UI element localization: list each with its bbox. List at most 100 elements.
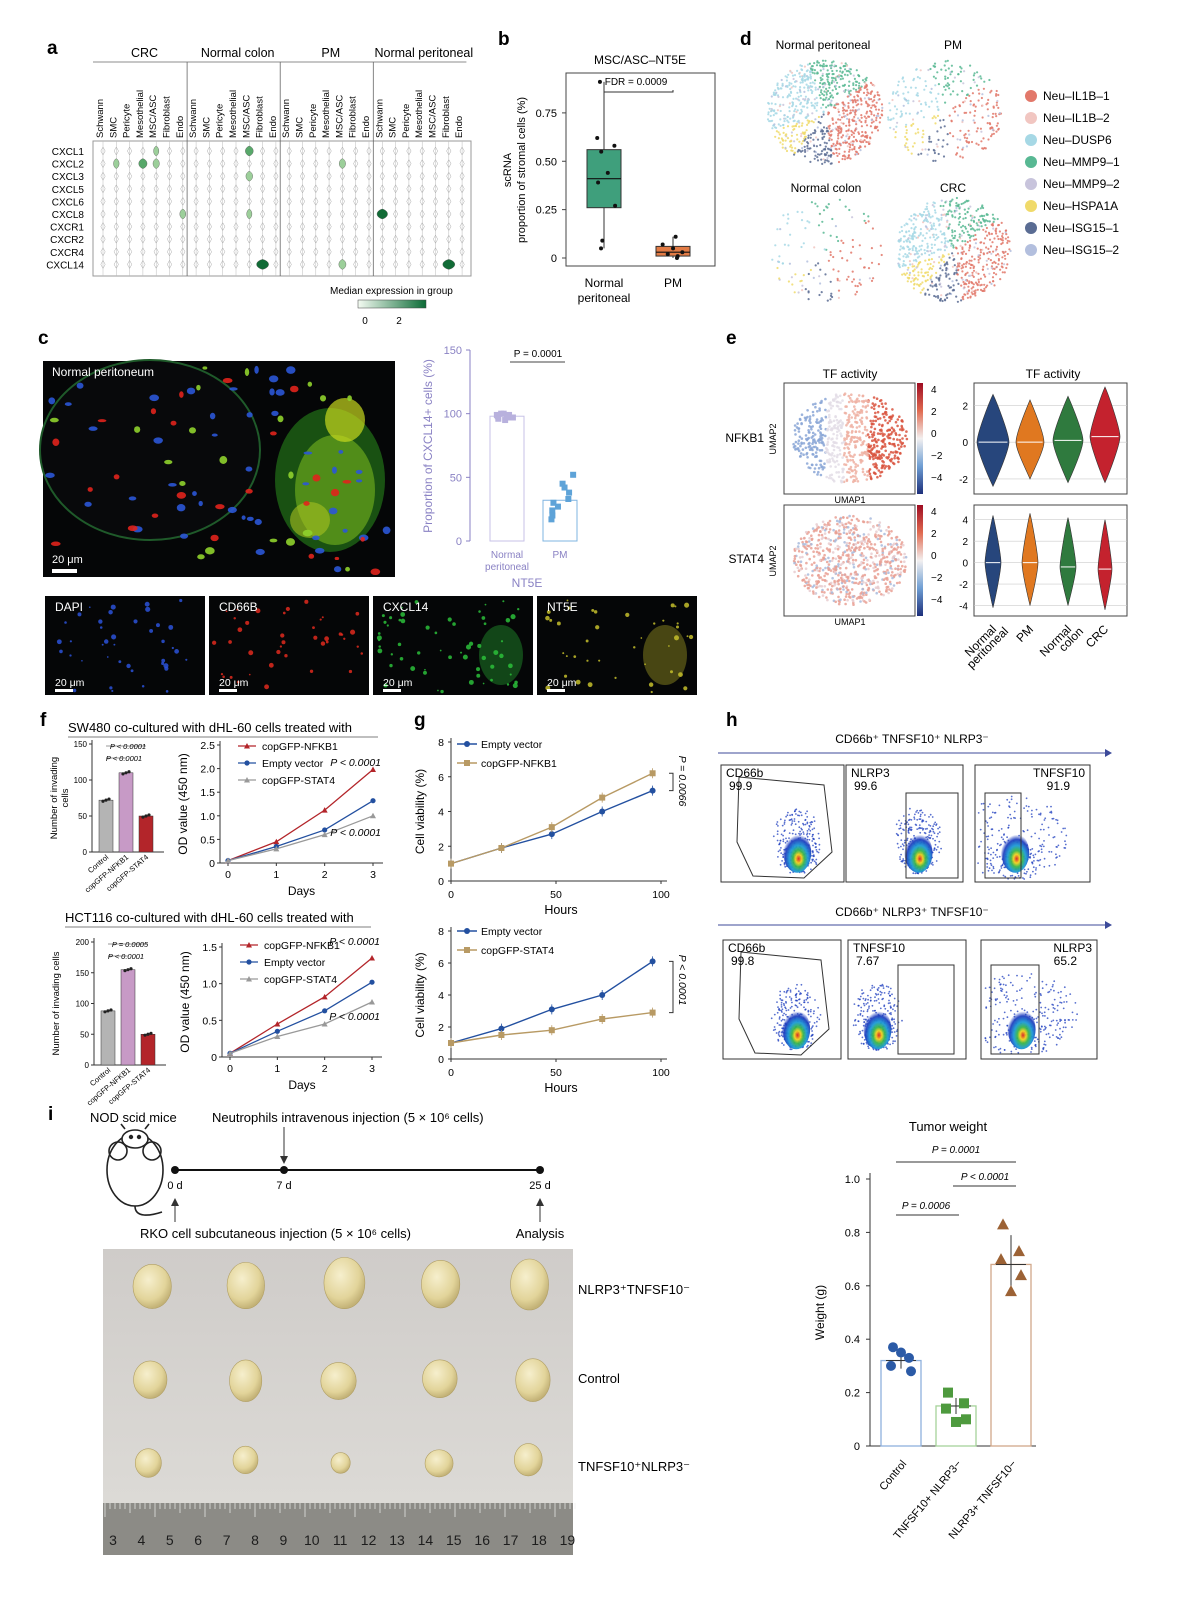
- umap-point: [879, 116, 882, 119]
- violin-mark: [313, 222, 319, 232]
- e-umap-point: [819, 463, 822, 467]
- umap-point: [926, 278, 929, 282]
- channel-signal: [477, 643, 482, 648]
- violin-mark: [379, 146, 385, 156]
- cell-nucleus: [268, 375, 279, 383]
- channel-signal: [399, 657, 404, 661]
- umap-point: [891, 98, 894, 102]
- channel-signal: [593, 610, 598, 614]
- e-umap-point: [861, 405, 865, 408]
- umap-point: [995, 93, 998, 96]
- e-umap-point: [804, 418, 807, 422]
- umap-point: [842, 241, 845, 245]
- umap-point: [945, 246, 948, 249]
- umap-point: [956, 146, 960, 149]
- channel-signal: [343, 637, 346, 640]
- flow-event: [776, 839, 779, 842]
- umap-point: [771, 258, 774, 261]
- umap-point: [829, 95, 832, 99]
- umap-point: [992, 132, 996, 135]
- umap-point: [927, 250, 930, 253]
- channel-signal: [248, 673, 251, 676]
- umap-point: [822, 209, 826, 212]
- e-umap-point: [865, 583, 869, 587]
- umap-point: [821, 64, 824, 67]
- violin-mark: [406, 184, 412, 194]
- e-umap-point: [899, 560, 903, 564]
- umap-point: [964, 243, 967, 246]
- umap-point: [865, 136, 868, 139]
- umap-point: [920, 248, 923, 251]
- umap-point: [992, 220, 995, 223]
- b-point: [596, 180, 601, 185]
- e-umap-point: [844, 566, 848, 570]
- e-title-left: TF activity: [823, 367, 878, 381]
- umap-point: [836, 154, 839, 157]
- e-umap-point: [823, 523, 826, 526]
- umap-point: [920, 253, 924, 256]
- violin-mark: [339, 209, 345, 219]
- umap-point: [1006, 263, 1009, 266]
- channel-signal: [236, 608, 239, 611]
- scale-bar: [547, 689, 565, 692]
- umap-point: [889, 126, 892, 129]
- violin-mark: [446, 222, 452, 232]
- e-umap-point: [792, 442, 795, 446]
- umap-point: [896, 90, 899, 93]
- umap-point: [962, 202, 965, 205]
- violin-mark: [313, 184, 319, 194]
- umap-point: [837, 76, 840, 79]
- channel-signal: [567, 606, 571, 610]
- umap-point: [972, 283, 975, 286]
- e-umap-point: [874, 462, 877, 466]
- flow-event: [779, 849, 781, 851]
- umap-point: [861, 134, 865, 137]
- c-point: [548, 516, 555, 523]
- umap-point: [799, 75, 802, 78]
- violin-mark: [260, 171, 266, 181]
- violin-mark: [153, 145, 160, 157]
- umap-point: [791, 101, 795, 105]
- umap-point: [775, 130, 779, 133]
- umap-point: [837, 129, 840, 132]
- violin-mark: [127, 247, 133, 257]
- umap-point: [986, 252, 989, 255]
- e-umap-point: [885, 555, 889, 559]
- cell-nucleus: [286, 366, 296, 374]
- umap-point: [957, 217, 960, 220]
- umap-point: [779, 118, 782, 121]
- umap-point: [947, 253, 950, 256]
- umap-point: [877, 108, 881, 111]
- e-umap-point: [831, 452, 834, 455]
- e-umap-point: [869, 517, 872, 520]
- umap-point: [807, 298, 810, 301]
- flow-event: [789, 814, 791, 817]
- umap-point: [825, 96, 828, 99]
- umap-point: [835, 142, 839, 145]
- umap-point: [834, 87, 838, 91]
- e-umap-point: [828, 528, 832, 531]
- e-umap-point: [838, 587, 842, 591]
- umap-point: [942, 213, 945, 216]
- e-umap-point: [847, 431, 850, 434]
- violin-mark: [379, 259, 385, 269]
- umap-point: [938, 218, 941, 221]
- umap-point: [837, 108, 840, 111]
- e-umap-point: [818, 576, 821, 579]
- umap-point: [983, 273, 986, 276]
- e-umap-point: [824, 450, 828, 454]
- umap-point: [797, 95, 800, 98]
- violin-mark: [233, 184, 239, 194]
- umap-point: [968, 236, 972, 239]
- f-line-xlabel: Days: [288, 884, 315, 898]
- e-umap-point: [878, 399, 882, 403]
- umap-point: [790, 86, 793, 89]
- f-legend-label: Empty vector: [262, 758, 324, 770]
- e-umap-point: [887, 525, 890, 529]
- violin-mark: [459, 171, 465, 181]
- group-label: PM: [321, 46, 340, 60]
- umap-point: [976, 284, 979, 287]
- e-umap-point: [883, 442, 887, 446]
- e-umap-point: [847, 400, 851, 404]
- umap-point: [965, 145, 969, 148]
